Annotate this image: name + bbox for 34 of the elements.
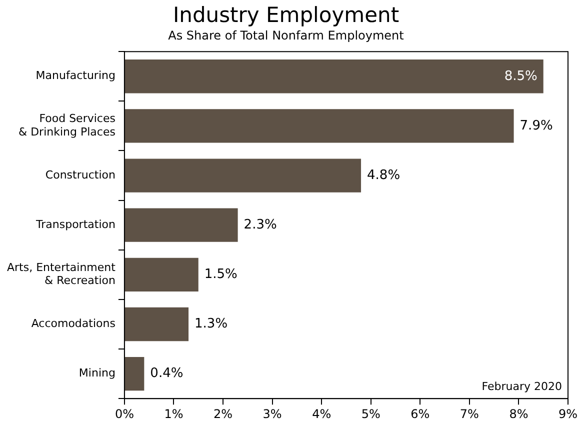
- x-tick-label: 8%: [509, 406, 528, 421]
- data-label: 4.8%: [367, 168, 400, 183]
- data-label: 8.5%: [504, 68, 538, 84]
- bar: [124, 158, 362, 192]
- data-label: 7.9%: [520, 118, 553, 134]
- x-tick-label: 2%: [214, 406, 233, 421]
- data-label: 0.4%: [150, 366, 184, 382]
- x-tick-label: 3%: [262, 406, 282, 421]
- chart-title: Industry Employment: [172, 3, 400, 28]
- y-tick-label: Construction: [45, 168, 116, 182]
- y-tick-label: Transportation: [35, 218, 116, 231]
- annotation: February 2020: [482, 380, 562, 393]
- bar: [124, 208, 238, 242]
- y-tick-label: Arts, Entertainment & Recreation: [6, 260, 116, 288]
- y-tick-label: Accomodations: [31, 317, 116, 330]
- data-label: 1.5%: [204, 267, 238, 282]
- y-tick-label: Mining: [78, 366, 116, 380]
- x-tick-label: 5%: [361, 406, 380, 421]
- bar: [124, 356, 144, 391]
- x-tick-label: 1%: [164, 406, 184, 421]
- x-tick-label: 7%: [460, 406, 479, 421]
- y-tick-label: Manufacturing: [36, 69, 116, 82]
- data-label: 2.3%: [244, 217, 277, 232]
- bar: [124, 109, 514, 143]
- x-tick-label: 9%: [558, 406, 578, 421]
- x-tick-label: 0%: [114, 406, 134, 421]
- bar: [124, 258, 198, 292]
- x-tick-label: 6%: [410, 406, 430, 421]
- data-label: 1.3%: [194, 316, 228, 332]
- chart-subtitle: As Share of Total Nonfarm Employment: [168, 28, 404, 43]
- x-tick-label: 4%: [312, 406, 332, 421]
- bar: [124, 60, 544, 94]
- y-tick-label: Food Services & Drinking Places: [18, 112, 116, 138]
- bar: [124, 307, 189, 342]
